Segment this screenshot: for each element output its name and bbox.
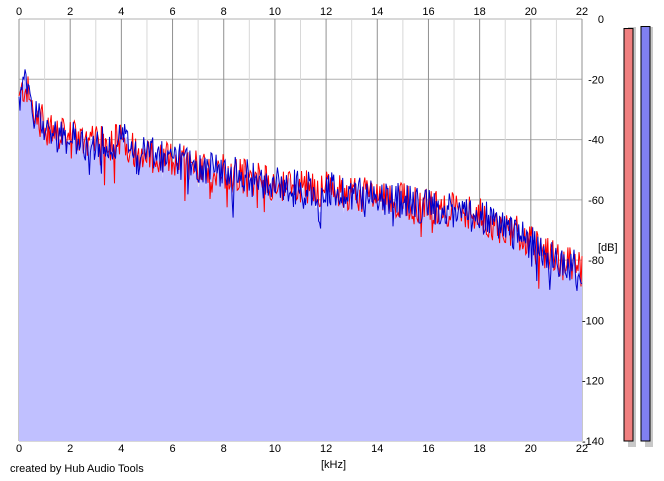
x-tick-label-top: 14: [371, 6, 383, 18]
y-tick-label: 0: [598, 14, 604, 26]
meter-left: [623, 28, 634, 442]
x-tick-label-bottom: 14: [371, 443, 383, 455]
y-tick-label: -80: [588, 255, 604, 267]
x-tick-label-top: 16: [422, 6, 434, 18]
x-tick-label-top: 2: [67, 6, 73, 18]
x-tick-label-top: 4: [118, 6, 124, 18]
x-tick-label-top: 18: [474, 6, 486, 18]
x-tick-label-bottom: 0: [16, 443, 22, 455]
meter-right: [640, 26, 651, 442]
x-tick-label-bottom: 2: [67, 443, 73, 455]
x-tick-label-bottom: 4: [118, 443, 124, 455]
y-tick-label: -140: [582, 436, 604, 448]
series-right-line: [18, 69, 583, 291]
x-tick-label-bottom: 22: [576, 443, 588, 455]
y-axis-ticks: 0 -20 -40 -60 -80 -100 -120 -140: [582, 14, 604, 448]
spectrum-plot: [18, 69, 583, 442]
x-tick-label-top: 0: [16, 6, 22, 18]
x-tick-label-top: 20: [525, 6, 537, 18]
y-tick-label: -20: [588, 74, 604, 86]
x-tick-label-bottom: 6: [169, 443, 175, 455]
x-tick-label-top: 22: [576, 6, 588, 18]
y-axis-label: [dB]: [598, 242, 618, 254]
x-tick-label-bottom: 18: [474, 443, 486, 455]
x-tick-label-bottom: 16: [422, 443, 434, 455]
x-tick-label-top: 10: [269, 6, 281, 18]
x-tick-label-top: 6: [169, 6, 175, 18]
y-tick-label: -40: [588, 135, 604, 147]
spectrum-fill: [19, 75, 582, 442]
y-tick-label: -60: [588, 195, 604, 207]
x-tick-label-bottom: 20: [525, 443, 537, 455]
level-meters: [623, 26, 653, 447]
x-tick-label-bottom: 12: [320, 443, 332, 455]
x-tick-label-bottom: 10: [269, 443, 281, 455]
y-tick-label: -120: [582, 376, 604, 388]
credit-text: created by Hub Audio Tools: [10, 463, 144, 475]
x-tick-label-bottom: 8: [221, 443, 227, 455]
x-axis-label: [kHz]: [321, 459, 346, 471]
y-tick-label: -100: [582, 315, 604, 327]
x-tick-label-top: 12: [320, 6, 332, 18]
x-tick-label-top: 8: [221, 6, 227, 18]
